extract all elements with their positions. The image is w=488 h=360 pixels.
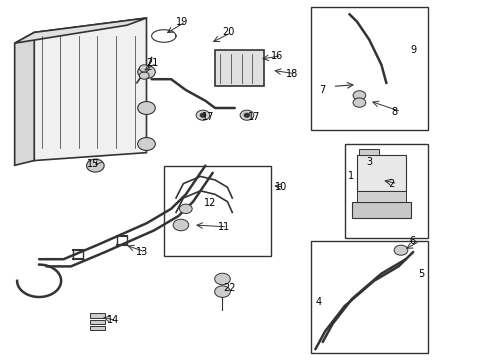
- Bar: [356, 155, 405, 191]
- Circle shape: [173, 219, 188, 231]
- Text: 4: 4: [315, 297, 321, 307]
- Circle shape: [138, 138, 155, 150]
- Text: 12: 12: [203, 198, 216, 208]
- Circle shape: [139, 72, 149, 79]
- Polygon shape: [15, 32, 34, 165]
- Bar: [310, 241, 427, 353]
- Bar: [90, 313, 105, 318]
- Text: 13: 13: [136, 247, 148, 257]
- Text: 20: 20: [222, 27, 234, 37]
- Circle shape: [214, 273, 230, 285]
- Bar: [356, 191, 405, 202]
- Bar: [163, 166, 271, 256]
- Bar: [351, 202, 410, 218]
- Circle shape: [138, 102, 155, 114]
- Circle shape: [179, 204, 192, 213]
- Text: 2: 2: [387, 179, 393, 189]
- Bar: [215, 50, 264, 86]
- Circle shape: [352, 98, 365, 107]
- Circle shape: [214, 286, 230, 297]
- Text: 17: 17: [247, 112, 260, 122]
- Circle shape: [244, 113, 249, 117]
- Text: 19: 19: [176, 17, 188, 27]
- Circle shape: [139, 65, 149, 72]
- Bar: [344, 144, 427, 238]
- Text: 6: 6: [409, 236, 415, 246]
- Text: 16: 16: [271, 51, 283, 61]
- Text: 8: 8: [390, 107, 397, 117]
- Circle shape: [86, 159, 104, 172]
- Circle shape: [240, 110, 253, 120]
- Text: 3: 3: [366, 157, 371, 167]
- Bar: [90, 320, 105, 324]
- Text: 9: 9: [409, 45, 415, 55]
- Polygon shape: [34, 18, 146, 161]
- Circle shape: [352, 91, 365, 100]
- Bar: [90, 326, 105, 330]
- Bar: [310, 7, 427, 130]
- Text: 1: 1: [347, 171, 353, 181]
- Bar: [359, 149, 378, 155]
- Text: 21: 21: [146, 58, 159, 68]
- Text: 10: 10: [274, 182, 286, 192]
- Text: 14: 14: [106, 315, 119, 325]
- Text: 17: 17: [201, 112, 214, 122]
- Polygon shape: [15, 18, 146, 43]
- Text: 7: 7: [319, 85, 325, 95]
- Text: 11: 11: [217, 222, 229, 232]
- Circle shape: [138, 66, 155, 78]
- Text: 22: 22: [223, 283, 236, 293]
- Text: 18: 18: [285, 69, 298, 79]
- Text: 15: 15: [87, 159, 99, 169]
- Circle shape: [196, 110, 209, 120]
- Circle shape: [200, 113, 205, 117]
- Text: 5: 5: [418, 269, 424, 279]
- Circle shape: [393, 245, 407, 255]
